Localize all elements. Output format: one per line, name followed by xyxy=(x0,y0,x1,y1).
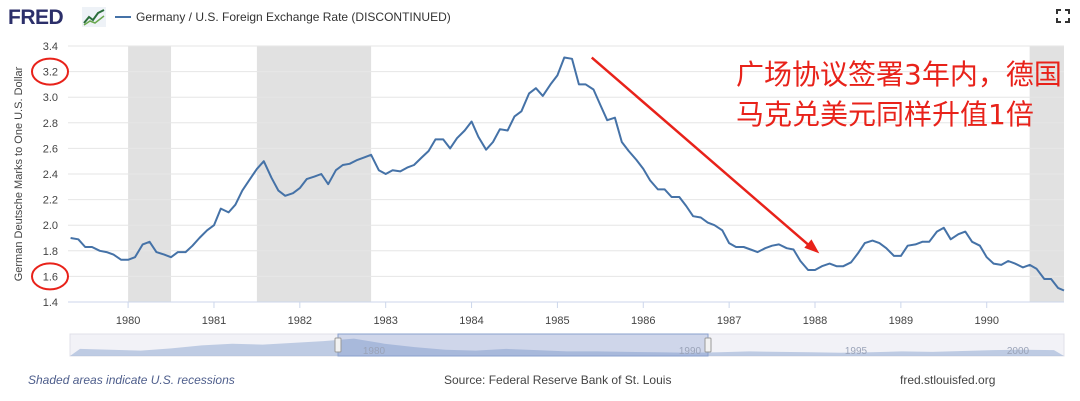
navigator-selection xyxy=(337,333,709,357)
x-tick-label: 1982 xyxy=(288,315,312,327)
x-tick-label: 1983 xyxy=(373,315,397,327)
navigator-year-label: 2000 xyxy=(1007,346,1030,357)
y-tick-label: 2.6 xyxy=(43,143,58,155)
y-tick-label: 3.0 xyxy=(43,92,58,104)
y-tick-label: 3.2 xyxy=(43,67,58,79)
x-tick-label: 1981 xyxy=(202,315,226,327)
x-axis-ticks: 1980 1981 1982 1983 1984 1985 1986 1987 1988 1989… xyxy=(68,301,1064,327)
fred-logo[interactable]: FRED xyxy=(8,6,64,29)
y-tick-label: 1.4 xyxy=(43,297,58,309)
site-link[interactable]: fred.stlouisfed.org xyxy=(900,373,996,387)
x-tick-label: 1989 xyxy=(889,315,913,327)
source-note: Source: Federal Reserve Bank of St. Loui… xyxy=(444,373,672,387)
navigator-right-handle[interactable] xyxy=(704,337,712,353)
chart-legend[interactable]: Germany / U.S. Foreign Exchange Rate (DI… xyxy=(115,10,451,24)
fred-chart-logo-icon xyxy=(82,7,106,27)
navigator-left-handle[interactable] xyxy=(334,337,342,353)
y-tick-label: 3.4 xyxy=(43,41,58,53)
series-line xyxy=(70,56,1065,292)
fullscreen-icon[interactable] xyxy=(1056,9,1070,23)
tick-highlights xyxy=(31,57,69,291)
y-axis-label: German Deutsche Marks to One U.S. Dollar xyxy=(13,66,25,281)
navigator-year-label: 1980 xyxy=(363,346,386,357)
y-tick-label: 2.4 xyxy=(43,169,58,181)
annotation-text: 广场协议签署3年内，德国马克兑美元同样升值1倍 xyxy=(736,58,1062,131)
y-tick-label: 1.6 xyxy=(43,271,58,283)
x-tick-label: 1984 xyxy=(459,315,483,327)
chart-header: FRED Germany / U.S. Foreign Exchange Rat… xyxy=(0,0,1080,38)
x-tick-label: 1985 xyxy=(545,315,569,327)
arrow-head xyxy=(804,239,820,254)
y-tick-label: 2.2 xyxy=(43,195,58,207)
arrow-shaft xyxy=(590,56,813,249)
highlight-circle-3.2 xyxy=(31,57,69,86)
y-tick-label: 1.8 xyxy=(43,246,58,258)
navigator-year-label: 1990 xyxy=(679,346,702,357)
navigator-year-label: 1995 xyxy=(845,346,868,357)
x-tick-label: 1987 xyxy=(717,315,741,327)
x-tick-label: 1988 xyxy=(803,315,827,327)
y-axis-ticks: 1.4 1.6 1.8 2.0 2.2 2.4 2.6 2.8 3.0 3.2 3.4 xyxy=(43,41,58,309)
legend-label: Germany / U.S. Foreign Exchange Rate (DI… xyxy=(136,10,451,24)
annotation-arrow xyxy=(590,56,820,254)
range-navigator[interactable]: 1980 1990 1995 2000 xyxy=(69,333,1065,357)
x-tick-label: 1986 xyxy=(631,315,655,327)
x-tick-label: 1990 xyxy=(974,315,998,327)
series-layer xyxy=(70,56,1065,292)
navigator-area xyxy=(70,338,1064,356)
recession-note: Shaded areas indicate U.S. recessions xyxy=(28,373,235,387)
y-tick-label: 2.8 xyxy=(43,118,58,130)
highlight-circle-1.6 xyxy=(31,262,69,291)
legend-line-swatch xyxy=(115,16,131,18)
x-tick-label: 1980 xyxy=(116,315,140,327)
y-tick-label: 2.0 xyxy=(43,220,58,232)
